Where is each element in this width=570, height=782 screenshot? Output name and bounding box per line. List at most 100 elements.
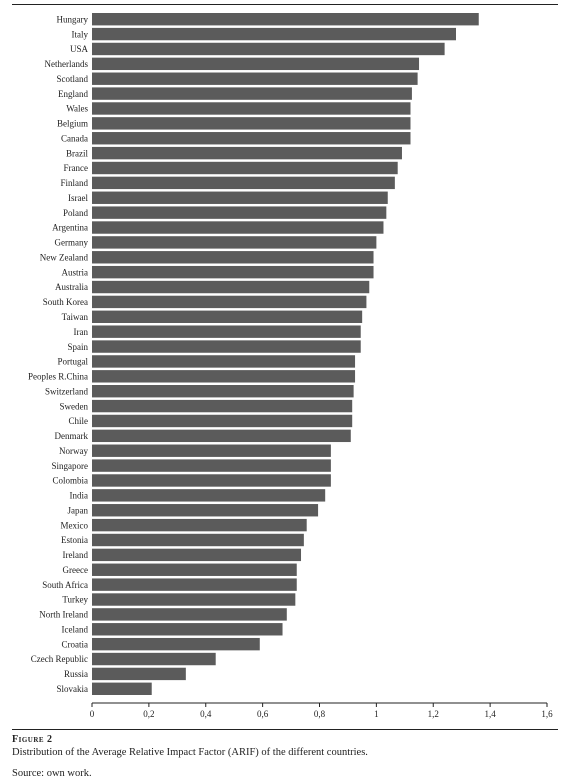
bar-usa — [92, 42, 445, 56]
bar-japan — [92, 504, 319, 517]
category-labels: Hungary Italy USA Netherlands Scotland Englan… — [28, 14, 88, 694]
category-label: Taiwan — [62, 312, 89, 322]
bar-mexico — [92, 518, 307, 532]
category-label: Germany — [55, 238, 89, 248]
category-label: Spain — [67, 342, 88, 352]
x-tick-label: 1,2 — [428, 709, 439, 719]
bar-germany — [92, 236, 377, 249]
category-label: Brazil — [66, 148, 88, 158]
category-label: Canada — [61, 133, 88, 143]
bar-czech-republic — [92, 652, 216, 666]
bar-austria — [92, 265, 374, 279]
category-label: Norway — [59, 446, 88, 456]
bar-belgium — [92, 117, 411, 130]
category-label: Poland — [63, 208, 89, 218]
category-label: Mexico — [61, 520, 89, 530]
x-tick-label: 1 — [374, 709, 379, 719]
category-label: Australia — [55, 282, 88, 292]
top-rule — [12, 4, 558, 5]
bar-canada — [92, 132, 411, 145]
bar-australia — [92, 280, 370, 294]
category-label: Finland — [60, 178, 88, 188]
bar-south-korea — [92, 295, 367, 309]
bar-netherlands — [92, 57, 420, 71]
category-label: Greece — [63, 565, 88, 575]
bar-new-zealand — [92, 251, 374, 264]
category-label: Argentina — [52, 223, 88, 233]
category-label: Croatia — [62, 639, 89, 649]
category-label: North Ireland — [39, 610, 88, 620]
category-label: Switzerland — [45, 386, 88, 396]
category-label: Czech Republic — [31, 654, 88, 664]
category-label: France — [64, 163, 89, 173]
bar-italy — [92, 27, 456, 41]
category-label: Denmark — [55, 431, 89, 441]
bar-north-ireland — [92, 608, 287, 621]
category-label: Portugal — [58, 357, 89, 367]
bar-finland — [92, 176, 395, 190]
category-label: Austria — [62, 267, 89, 277]
bar-turkey — [92, 593, 296, 606]
bar-chile — [92, 414, 353, 428]
category-label: Scotland — [57, 74, 89, 84]
bars-group — [92, 13, 479, 695]
figure-caption: Distribution of the Average Relative Imp… — [12, 747, 368, 758]
category-label: Netherlands — [45, 59, 89, 69]
bar-estonia — [92, 533, 304, 547]
bar-iran — [92, 325, 361, 338]
category-label: Italy — [72, 29, 89, 39]
category-label: Russia — [64, 669, 88, 679]
bar-singapore — [92, 459, 331, 472]
category-label: Slovakia — [57, 684, 89, 694]
x-tick-label: 0,4 — [200, 709, 212, 719]
bar-hungary — [92, 13, 479, 26]
category-label: Hungary — [57, 14, 89, 24]
bar-denmark — [92, 429, 351, 443]
category-label: Belgium — [57, 119, 88, 129]
category-label: Wales — [66, 104, 88, 114]
bottom-rule — [12, 729, 558, 730]
category-label: India — [70, 491, 89, 501]
bar-peoples-r-china — [92, 370, 356, 383]
bar-greece — [92, 563, 297, 576]
bar-israel — [92, 191, 388, 204]
bar-switzerland — [92, 385, 354, 398]
figure-source: Source: own work. — [12, 768, 92, 779]
bar-south-africa — [92, 578, 297, 591]
category-label: Iran — [74, 327, 89, 337]
x-tick-label: 0,2 — [143, 709, 154, 719]
x-tick-label: 0 — [90, 709, 95, 719]
category-label: England — [58, 89, 88, 99]
bar-scotland — [92, 72, 418, 85]
bar-ireland — [92, 548, 302, 562]
bar-france — [92, 161, 398, 175]
category-label: Ireland — [63, 550, 89, 560]
bar-spain — [92, 340, 361, 353]
category-label: South Korea — [43, 297, 88, 307]
bar-india — [92, 489, 326, 502]
category-label: Colombia — [53, 476, 89, 486]
category-label: Iceland — [62, 624, 89, 634]
x-tick-label: 1,4 — [485, 709, 497, 719]
bar-chart: Hungary Italy USA Netherlands Scotland Englan… — [12, 4, 558, 730]
bar-argentina — [92, 221, 384, 234]
category-label: Peoples R.China — [28, 372, 88, 382]
bar-croatia — [92, 637, 260, 651]
category-label: Japan — [68, 505, 89, 515]
category-label: Turkey — [62, 595, 88, 605]
bar-wales — [92, 102, 411, 115]
x-tick-label: 0,8 — [314, 709, 326, 719]
category-label: Israel — [68, 193, 88, 203]
bar-sweden — [92, 399, 353, 413]
bar-england — [92, 87, 412, 100]
bar-portugal — [92, 355, 356, 368]
category-label: New Zealand — [40, 252, 89, 262]
bar-russia — [92, 667, 186, 681]
figure-title: Figure 2 — [12, 734, 53, 745]
x-tick-label: 0,6 — [257, 709, 269, 719]
category-label: Chile — [69, 416, 89, 426]
bar-norway — [92, 444, 331, 457]
bar-iceland — [92, 623, 283, 636]
x-ticks: 0 0,2 0,4 0,6 0,8 1 1,2 1,4 1,6 — [90, 703, 553, 719]
category-label: South Africa — [42, 580, 88, 590]
